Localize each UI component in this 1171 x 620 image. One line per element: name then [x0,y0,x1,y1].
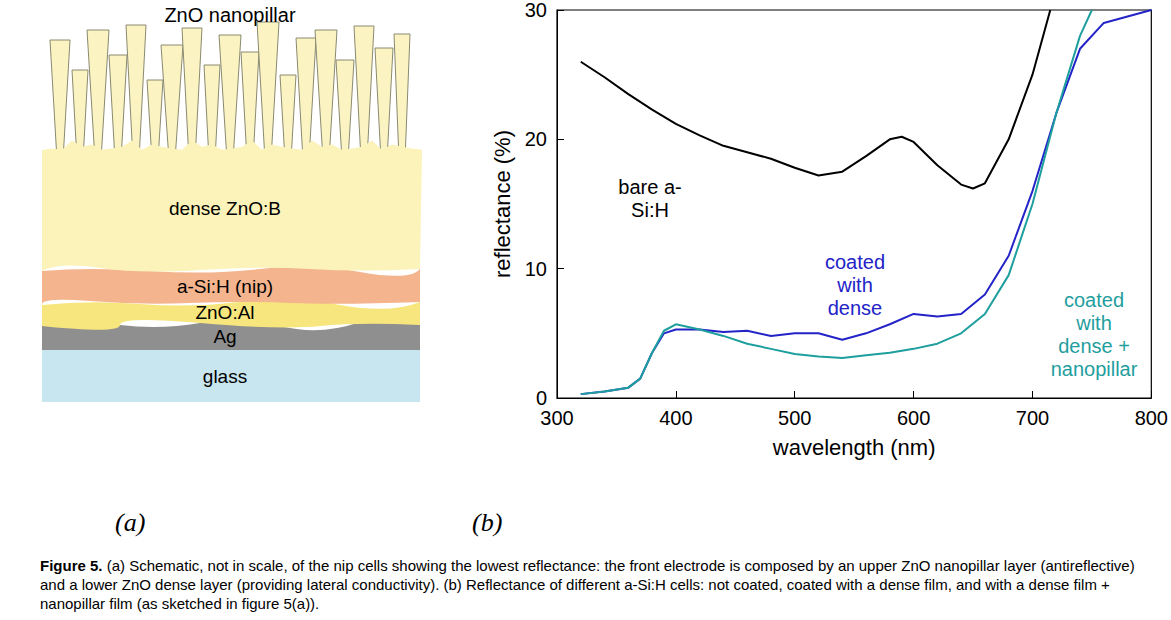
svg-text:with: with [1075,312,1112,334]
svg-text:10: 10 [525,258,547,280]
svg-text:ZnO:Al: ZnO:Al [195,302,254,323]
svg-text:600: 600 [897,407,930,429]
svg-text:500: 500 [778,407,811,429]
svg-text:bare a-: bare a- [618,176,681,198]
svg-text:a-Si:H (nip): a-Si:H (nip) [177,276,273,297]
html-text:Figure 5. (a) Schematic, not i: Figure 5. (a) Schematic, not in scale, o… [40,557,1135,612]
svg-text:800: 800 [1135,407,1168,429]
html-text:(b): (b) [472,508,503,537]
svg-text:30: 30 [525,0,547,21]
svg-text:dense: dense [828,297,883,319]
svg-text:wavelength (nm): wavelength (nm) [772,435,936,460]
svg-text:coated: coated [825,251,885,273]
svg-text:300: 300 [540,407,573,429]
svg-text:700: 700 [1016,407,1049,429]
svg-text:glass: glass [203,366,247,387]
svg-text:20: 20 [525,128,547,150]
svg-text:400: 400 [659,407,692,429]
svg-text:Ag: Ag [213,326,236,347]
svg-text:coated: coated [1064,289,1124,311]
svg-text:reflectance (%): reflectance (%) [490,130,515,278]
svg-text:dense ZnO:B: dense ZnO:B [169,198,281,219]
html-text:(a): (a) [115,508,146,537]
svg-text:nanopillar: nanopillar [1051,358,1138,380]
svg-text:0: 0 [536,387,547,409]
svg-text:ZnO nanopillar: ZnO nanopillar [164,4,296,26]
svg-text:Si:H: Si:H [631,199,669,221]
svg-text:with: with [836,274,873,296]
svg-text:dense +: dense + [1058,335,1130,357]
